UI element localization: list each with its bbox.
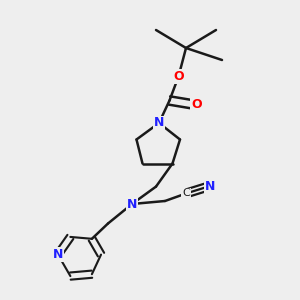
Text: N: N xyxy=(127,197,137,211)
Text: C: C xyxy=(182,188,190,199)
Text: N: N xyxy=(205,179,215,193)
Text: N: N xyxy=(53,248,63,261)
Text: N: N xyxy=(154,116,164,130)
Text: O: O xyxy=(191,98,202,112)
Text: O: O xyxy=(173,70,184,83)
